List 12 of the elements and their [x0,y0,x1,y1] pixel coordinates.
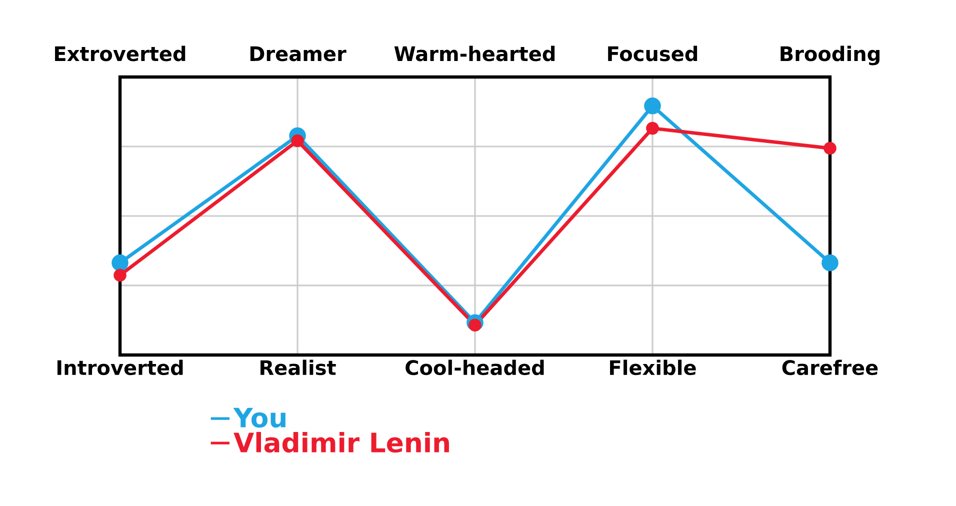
x-tick-label: Cool-headed [406,360,544,376]
text: Warm-hearted [394,46,555,62]
legend-label: Vladimir Lenin [234,432,449,453]
x-tick-label: Carefree [782,360,878,376]
text: Extroverted [55,46,186,62]
legend-label: You [233,408,286,428]
x-tick-label: Realist [260,360,336,376]
x-tick-label: Flexible [610,360,696,376]
text: Focused [608,46,698,62]
text: Dreamer [250,46,346,62]
text: Brooding [780,46,880,66]
x-tick-label: Introverted [57,360,183,376]
